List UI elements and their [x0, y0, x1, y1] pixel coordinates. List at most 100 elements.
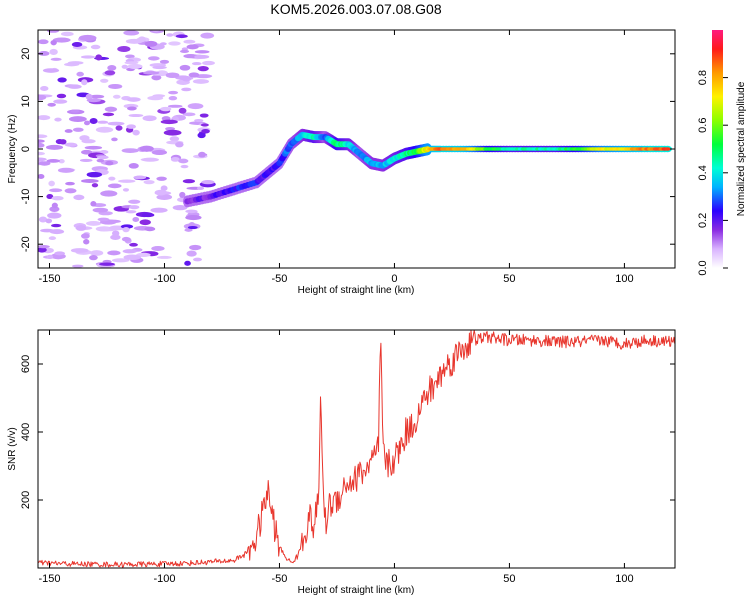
- noise-cell: [183, 54, 198, 59]
- noise-cell: [122, 188, 130, 192]
- noise-cell: [156, 255, 172, 259]
- noise-cell: [187, 225, 198, 230]
- noise-cell: [184, 260, 191, 266]
- noise-cell: [65, 181, 75, 186]
- noise-cell: [129, 205, 140, 210]
- y-tick-label: 200: [20, 491, 32, 509]
- noise-cell: [156, 194, 173, 201]
- noise-cell: [139, 219, 151, 226]
- noise-cell: [196, 186, 205, 190]
- noise-cell: [156, 176, 167, 181]
- noise-cell: [159, 42, 167, 46]
- colorbar-tick-label: 0.6: [697, 118, 709, 133]
- noise-cell: [107, 121, 125, 126]
- noise-cell: [154, 189, 167, 196]
- noise-cell: [200, 123, 209, 127]
- noise-cell: [111, 258, 130, 263]
- noise-cell: [182, 179, 196, 184]
- noise-cell: [124, 61, 139, 65]
- noise-cell: [152, 65, 167, 70]
- noise-cell: [165, 126, 176, 131]
- noise-cell: [115, 125, 123, 131]
- noise-cell: [49, 48, 58, 56]
- noise-cell: [104, 70, 116, 76]
- noise-cell: [186, 44, 199, 50]
- noise-cell: [126, 124, 136, 129]
- noise-cell: [38, 139, 45, 143]
- noise-cell: [122, 227, 130, 233]
- noise-cell: [144, 226, 156, 232]
- noise-cell: [98, 262, 115, 266]
- noise-cell: [40, 86, 49, 92]
- noise-cell: [96, 158, 105, 163]
- noise-cell: [51, 195, 64, 201]
- noise-cell: [192, 257, 202, 262]
- noise-cell: [180, 164, 189, 169]
- noise-cell: [112, 94, 121, 99]
- snr-series-line: [38, 330, 675, 568]
- x-tick-label: 50: [503, 273, 515, 285]
- noise-cell: [151, 74, 162, 81]
- noise-cell: [111, 137, 118, 142]
- noise-cell: [96, 155, 109, 160]
- noise-cell: [89, 118, 98, 124]
- noise-cell: [184, 228, 193, 232]
- noise-cell: [189, 244, 202, 251]
- noise-cell: [129, 242, 138, 247]
- noise-cell: [38, 157, 47, 162]
- noise-cell: [38, 161, 51, 166]
- noise-cell: [60, 31, 74, 37]
- noise-cell: [170, 156, 180, 162]
- noise-cell: [99, 150, 109, 155]
- noise-cell: [92, 207, 109, 213]
- noise-cell: [172, 204, 188, 211]
- noise-cell: [150, 207, 168, 213]
- noise-cell: [141, 157, 159, 162]
- noise-cell: [45, 144, 64, 150]
- noise-cell: [90, 44, 101, 50]
- noise-cell: [47, 30, 60, 33]
- noise-cell: [57, 167, 75, 173]
- noise-cell: [185, 209, 198, 214]
- colorbar-label: Normalized spectral amplitude: [736, 81, 747, 216]
- noise-cell: [165, 72, 180, 79]
- noise-cell: [72, 264, 84, 268]
- noise-cell: [38, 247, 47, 253]
- noise-cell: [91, 183, 99, 188]
- x-tick-label: 0: [391, 573, 397, 585]
- noise-cell: [202, 60, 215, 66]
- noise-cell: [122, 249, 137, 254]
- noise-cell: [49, 188, 63, 193]
- noise-cell: [108, 83, 123, 89]
- noise-cell: [51, 202, 58, 209]
- noise-cell: [188, 72, 200, 78]
- noise-cell: [47, 102, 56, 107]
- noise-cell: [54, 251, 66, 256]
- noise-cell: [128, 163, 139, 169]
- noise-cell: [127, 63, 143, 70]
- noise-cell: [45, 218, 53, 224]
- noise-cell: [89, 94, 105, 99]
- noise-cell: [67, 84, 82, 89]
- noise-cell: [151, 245, 165, 252]
- noise-cell: [121, 64, 129, 69]
- noise-cell: [97, 120, 109, 124]
- noise-cell: [38, 174, 45, 179]
- noise-cell: [64, 142, 78, 147]
- noise-cell: [121, 148, 139, 153]
- noise-cell: [166, 33, 174, 37]
- noise-cell: [144, 40, 158, 47]
- noise-cell: [107, 250, 121, 256]
- noise-cell: [54, 117, 62, 122]
- noise-cell: [123, 254, 142, 261]
- noise-cell: [75, 225, 87, 231]
- noise-cell: [95, 126, 114, 133]
- noise-cell: [70, 248, 89, 253]
- noise-cell: [117, 45, 131, 52]
- noise-cell: [159, 59, 170, 64]
- noise-cell: [200, 32, 215, 39]
- y-tick-label: 10: [20, 95, 32, 107]
- noise-cell: [81, 139, 96, 144]
- colorbar-tick-label: 0.4: [697, 165, 709, 180]
